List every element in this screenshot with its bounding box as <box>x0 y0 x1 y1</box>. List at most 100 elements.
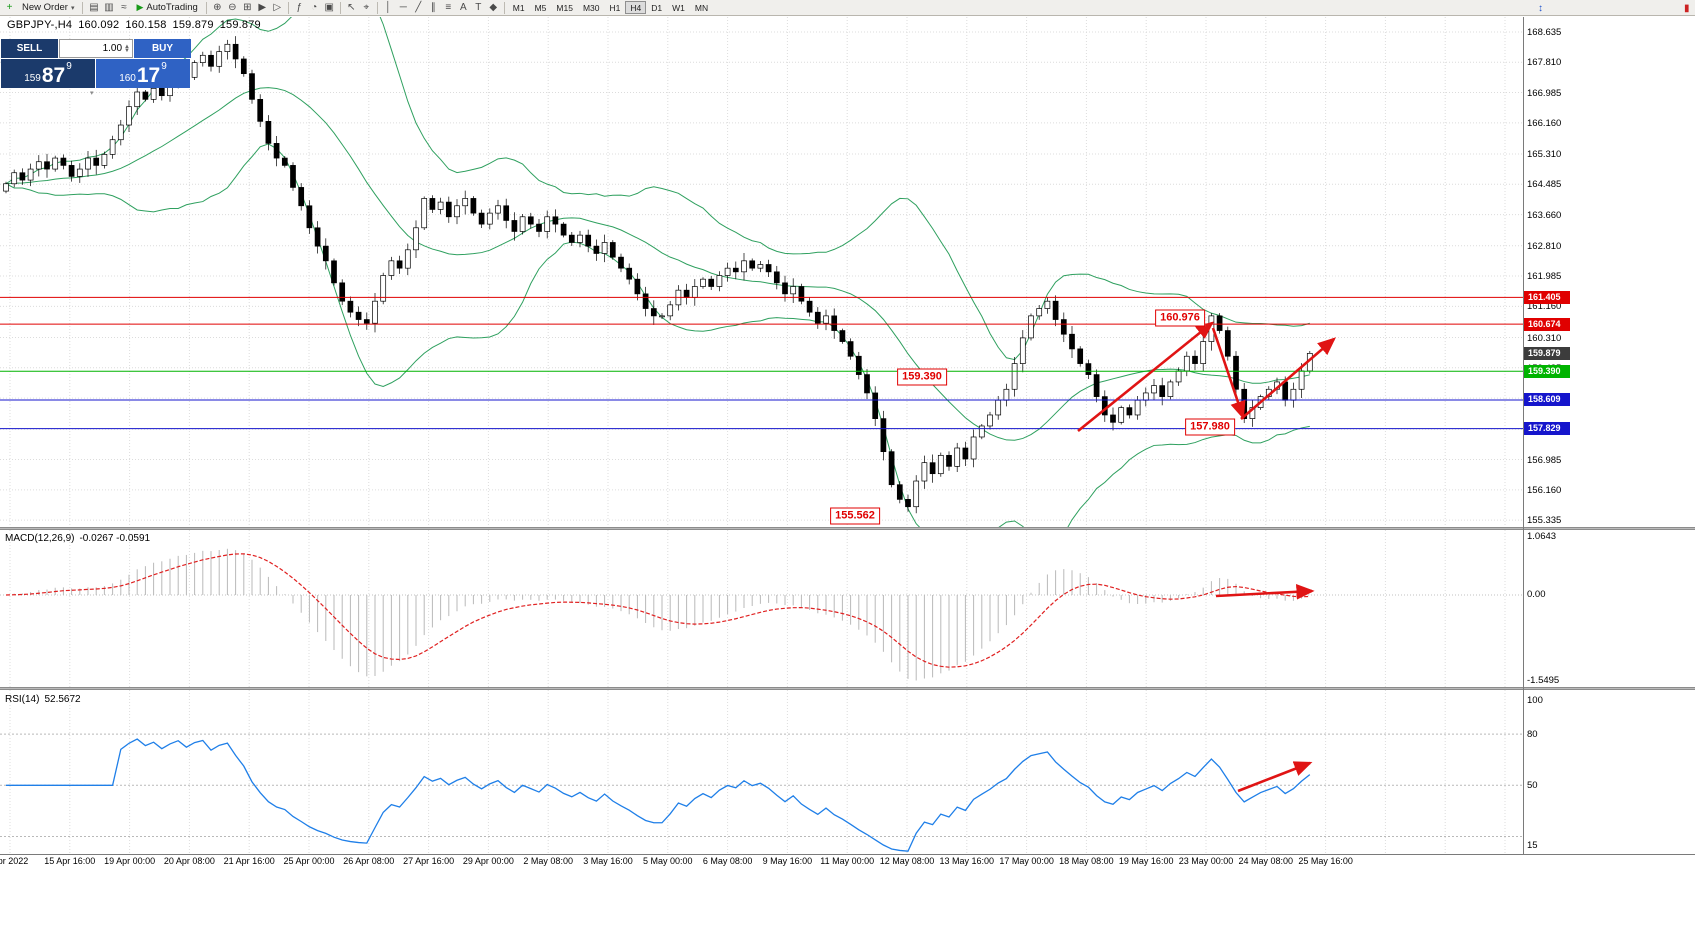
price-line-tag[interactable]: 159.390 <box>1524 364 1570 378</box>
candles[interactable] <box>3 36 1313 514</box>
ohlc-high: 160.158 <box>125 19 167 31</box>
one-click-collapse-icon[interactable]: ▾ <box>90 90 94 97</box>
one-click-price-row: 159 87 9 160 17 9 <box>1 59 191 88</box>
rsi-scale-label: 80 <box>1527 729 1538 741</box>
timeframe-w1-button[interactable]: W1 <box>672 2 685 13</box>
timeframe-h1-button[interactable]: H1 <box>609 2 621 13</box>
buy-price-prefix: 160 <box>119 73 136 84</box>
sell-price-sup: 9 <box>66 61 72 72</box>
main-chart-canvas[interactable] <box>0 17 1523 528</box>
one-click-top-row: SELL 1.00 ▲ ▼ BUY <box>1 39 191 58</box>
buy-button[interactable]: BUY <box>134 39 191 58</box>
price-line-tag[interactable]: 158.609 <box>1524 393 1570 407</box>
volume-input[interactable]: 1.00 ▲ ▼ <box>59 39 133 58</box>
trendline-icon[interactable]: ╱ <box>415 2 422 13</box>
text-icon[interactable]: A <box>459 2 467 13</box>
buy-price-display[interactable]: 160 17 9 <box>96 59 190 88</box>
price-line-tag[interactable]: 160.674 <box>1524 317 1570 331</box>
new-order-button[interactable]: New Order ▾ <box>17 1 79 15</box>
time-axis-label: 17 May 00:00 <box>999 856 1054 866</box>
time-axis-label: 11 May 00:00 <box>820 856 875 866</box>
price-axis-label: 156.985 <box>1527 454 1562 466</box>
autotrading-button[interactable]: ▶ AutoTrading <box>131 1 202 15</box>
macd-label: MACD(12,26,9) -0.0267 -0.0591 <box>5 533 155 544</box>
connection-status-icon[interactable]: ▮ <box>1684 2 1690 14</box>
chart-candles-icon[interactable]: ▥ <box>104 2 114 13</box>
price-annotation-label[interactable]: 157.980 <box>1185 418 1235 436</box>
volume-down-icon[interactable]: ▼ <box>124 47 130 54</box>
rsi-value: 52.5672 <box>44 694 81 705</box>
toolbar-separator <box>287 1 289 14</box>
sell-button[interactable]: SELL <box>1 39 58 58</box>
sell-price-prefix: 159 <box>24 73 41 84</box>
price-axis-label: 161.985 <box>1527 271 1562 283</box>
rsi-scale-label: 15 <box>1527 840 1538 851</box>
price-line-tag[interactable]: 161.405 <box>1524 290 1570 304</box>
tile-windows-icon[interactable]: ⊞ <box>243 2 252 13</box>
timeframe-d1-button[interactable]: D1 <box>651 2 663 13</box>
price-axis-label: 165.310 <box>1527 149 1562 161</box>
toolbar-separator <box>205 1 207 14</box>
time-axis-label: 21 Apr 16:00 <box>223 856 275 866</box>
price-axis-label: 155.335 <box>1527 515 1562 527</box>
rsi-label: RSI(14) 52.5672 <box>5 694 86 705</box>
timeframe-m30-button[interactable]: M30 <box>582 2 600 13</box>
price-axis-label: 164.485 <box>1527 179 1562 191</box>
price-annotation-label[interactable]: 159.390 <box>897 368 947 386</box>
price-axis-label: 167.810 <box>1527 57 1562 69</box>
price-axis-label: 156.160 <box>1527 484 1562 496</box>
time-axis-label: 23 May 00:00 <box>1178 856 1234 866</box>
volume-up-icon[interactable]: ▲ <box>124 43 130 50</box>
rsi-panel-canvas[interactable] <box>0 690 1523 853</box>
time-axis-label: 19 May 16:00 <box>1118 856 1174 866</box>
timeframe-mn-button[interactable]: MN <box>694 2 709 13</box>
toolbar-separator <box>376 1 378 14</box>
fibonacci-icon[interactable]: ≡ <box>445 2 452 13</box>
trend-arrows[interactable] <box>1077 321 1336 433</box>
text-label-icon[interactable]: T <box>475 2 482 13</box>
price-axis-label: 161.160 <box>1527 301 1562 313</box>
time-axis-label: 25 May 16:00 <box>1298 856 1353 866</box>
timeframe-m1-button[interactable]: M1 <box>512 2 525 13</box>
panel-splitter-macd[interactable] <box>0 527 1695 530</box>
chart-line-icon[interactable]: ≈ <box>121 2 127 13</box>
macd-panel-canvas[interactable] <box>0 530 1523 687</box>
macd-arrow[interactable] <box>1215 584 1315 600</box>
chart-ohlc-info: GBPJPY-,H4 160.092 160.158 159.879 159.879 <box>7 19 267 31</box>
autotrading-icon: ▶ <box>136 2 144 12</box>
rsi-scale-label: 50 <box>1527 780 1538 792</box>
arrows-icon[interactable]: ◆ <box>489 2 498 13</box>
indicators-icon[interactable]: ƒ <box>296 2 303 13</box>
toolbar-separator <box>503 1 505 14</box>
price-scale-icon[interactable]: ↕ <box>1538 2 1543 14</box>
toolbar-separator <box>339 1 341 14</box>
price-line-tag[interactable]: 157.829 <box>1524 422 1570 436</box>
cursor-icon[interactable]: ↖ <box>347 2 356 13</box>
chart-shift-icon[interactable]: ▷ <box>273 2 282 13</box>
vline-icon[interactable]: │ <box>385 2 392 13</box>
price-annotation-label[interactable]: 155.562 <box>830 507 880 525</box>
price-axis-label: 166.160 <box>1527 117 1562 129</box>
price-annotation-label[interactable]: 160.976 <box>1155 309 1205 327</box>
panel-splitter-rsi[interactable] <box>0 687 1695 690</box>
channel-icon[interactable]: ∥ <box>430 2 436 13</box>
horizontal-price-lines[interactable] <box>0 296 1523 430</box>
crosshair-icon[interactable]: ⌖ <box>363 2 370 13</box>
time-axis-label: 18 May 08:00 <box>1059 856 1114 866</box>
dropdown-arrow-icon[interactable]: ▾ <box>70 4 75 12</box>
sell-price-display[interactable]: 159 87 9 <box>1 59 95 88</box>
zoom-out-icon[interactable]: ⊖ <box>228 2 237 13</box>
auto-scroll-icon[interactable]: ▶ <box>258 2 267 13</box>
hline-icon[interactable]: ─ <box>399 2 407 13</box>
rsi-arrow[interactable] <box>1237 761 1313 793</box>
chart-bars-icon[interactable]: ▤ <box>89 2 99 13</box>
zoom-in-icon[interactable]: ⊕ <box>213 2 222 13</box>
new-chart-icon[interactable]: + <box>6 2 13 13</box>
time-axis-label: 25 Apr 00:00 <box>283 856 335 866</box>
sell-price-big: 87 <box>41 64 66 87</box>
timeframe-h4-button[interactable]: H4 <box>625 1 647 14</box>
periods-icon[interactable]: ◔ <box>311 2 318 13</box>
timeframe-m5-button[interactable]: M5 <box>534 2 547 13</box>
templates-icon[interactable]: ▣ <box>324 2 334 13</box>
timeframe-m15-button[interactable]: M15 <box>556 2 573 13</box>
